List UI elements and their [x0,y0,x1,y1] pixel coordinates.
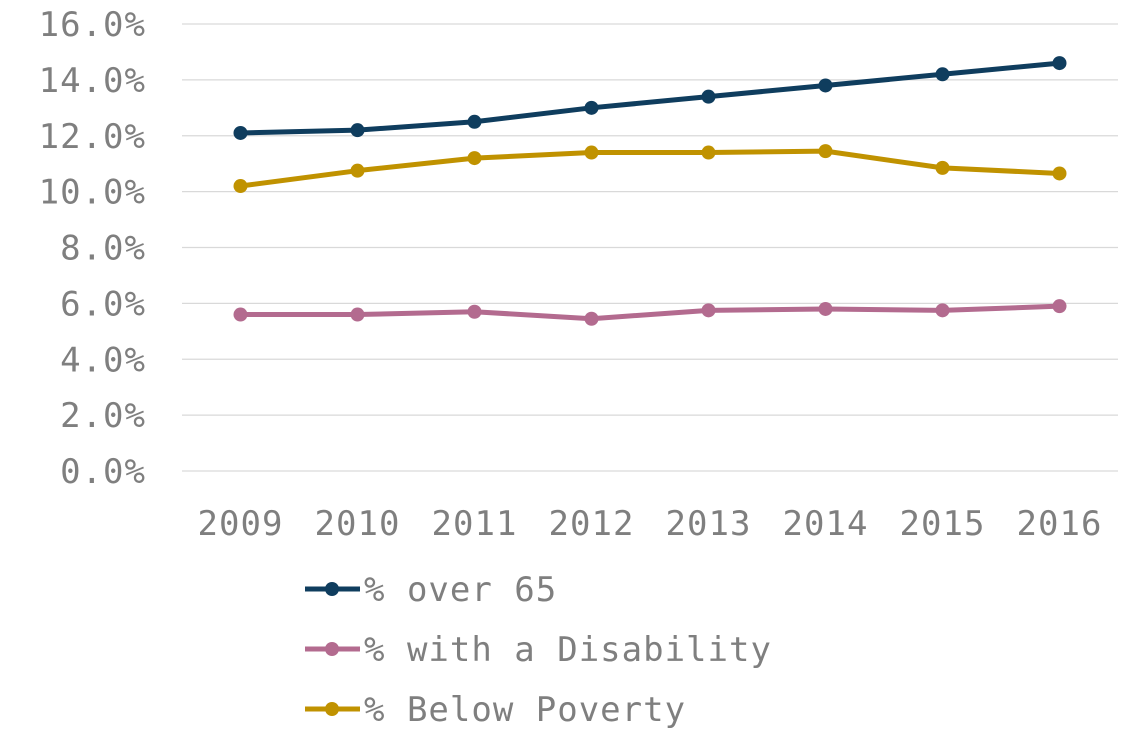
legend-label: % with a Disability [364,630,772,670]
legend-item: % over 65 [305,570,557,610]
data-point [701,145,716,160]
series-3 [233,144,1067,194]
data-point [350,307,365,322]
legend-swatch-marker [325,642,339,656]
legend-swatch-marker [325,582,339,596]
y-tick-label: 14.0% [39,61,146,101]
data-point [467,151,482,166]
series-line [238,148,1062,189]
data-point [935,160,950,175]
y-axis-tick-labels: 0.0% 2.0% 4.0% 6.0% 8.0% 10.0% 12.0% 14.0% 16.0% [39,5,146,492]
y-tick-label: 10.0% [39,173,146,213]
series-1 [233,56,1067,140]
y-tick-label: 16.0% [39,5,146,45]
data-point [584,145,599,160]
series-lines [233,56,1067,326]
data-point [233,125,248,140]
data-point [1052,166,1067,181]
x-tick-label: 2011 [432,504,518,544]
legend-item: % Below Poverty [305,690,686,730]
data-point [350,123,365,138]
x-tick-label: 2014 [783,504,869,544]
y-tick-label: 0.0% [60,452,146,492]
series-line [238,303,1062,322]
data-point [701,303,716,318]
series-line [238,60,1062,136]
x-tick-label: 2012 [549,504,635,544]
data-point [701,89,716,104]
legend-swatch-marker [325,702,339,716]
y-tick-label: 2.0% [60,396,146,436]
y-tick-label: 8.0% [60,229,146,269]
data-point [350,163,365,178]
x-axis-tick-labels: 2009 2010 2011 2012 2013 2014 2015 2016 [198,504,1103,544]
gridlines [182,23,1118,472]
data-point [935,303,950,318]
legend-item: % with a Disability [305,630,772,670]
data-point [818,301,833,316]
data-point [584,311,599,326]
legend-label: % over 65 [364,570,557,610]
data-point [233,179,248,194]
data-point [233,307,248,322]
y-tick-label: 4.0% [60,340,146,380]
x-tick-label: 2010 [315,504,401,544]
legend-label: % Below Poverty [364,690,686,730]
legend: % over 65 % with a Disability % Below Pove… [305,570,772,730]
x-tick-label: 2013 [666,504,752,544]
data-point [1052,299,1067,314]
x-tick-label: 2009 [198,504,284,544]
series-2 [233,299,1067,326]
data-point [1052,56,1067,71]
x-tick-label: 2016 [1017,504,1103,544]
data-point [467,304,482,319]
x-tick-label: 2015 [900,504,986,544]
y-tick-label: 12.0% [39,117,146,157]
data-point [818,144,833,159]
data-point [584,100,599,115]
data-point [818,78,833,93]
y-tick-label: 6.0% [60,284,146,324]
data-point [935,67,950,82]
data-point [467,114,482,129]
